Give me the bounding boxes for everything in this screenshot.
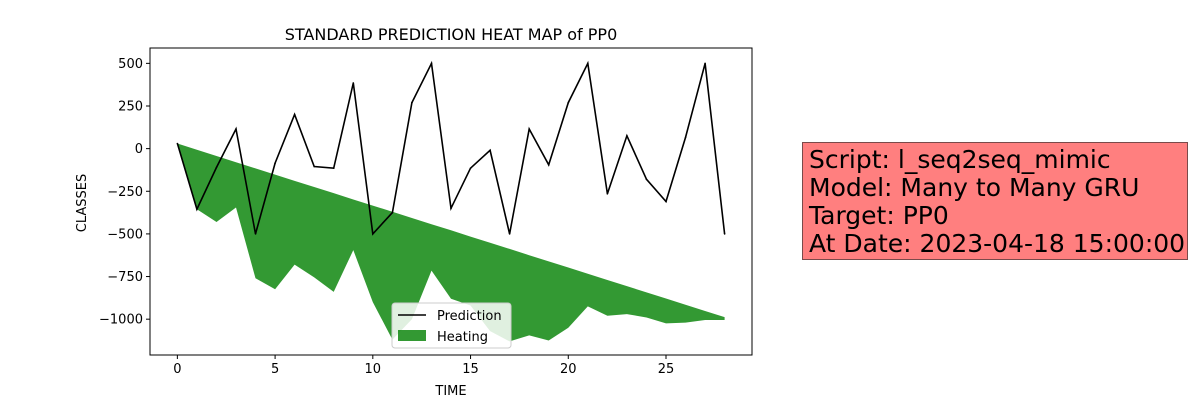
prediction-point — [196, 208, 198, 210]
prediction-point — [567, 101, 570, 104]
info-box: Script: l_seq2seq_mimic Model: Many to M… — [802, 142, 1188, 260]
info-target: Target: PP0 — [809, 201, 949, 230]
x-axis: 0 5 10 15 20 25 — [173, 355, 674, 377]
prediction-point — [274, 162, 276, 164]
prediction-point — [176, 142, 179, 145]
legend-prediction-label: Prediction — [437, 309, 502, 324]
y-tick-label: 250 — [118, 99, 143, 114]
prediction-point — [352, 82, 355, 84]
prediction-point — [587, 62, 589, 65]
x-tick-label: 20 — [560, 362, 577, 377]
x-axis-label: TIME — [434, 384, 466, 399]
y-tick-label: −250 — [107, 185, 143, 200]
y-axis-label: CLASSES — [75, 174, 90, 232]
prediction-point — [508, 233, 511, 235]
prediction-point — [547, 164, 550, 166]
x-tick-label: 10 — [365, 362, 382, 377]
prediction-point — [215, 166, 218, 169]
prediction-point — [254, 233, 257, 235]
x-tick-label: 5 — [271, 362, 279, 377]
axes-frame — [149, 47, 753, 356]
prediction-point — [723, 233, 726, 235]
prediction-point — [704, 62, 706, 65]
chart-title: STANDARD PREDICTION HEAT MAP of PP0 — [285, 25, 618, 44]
info-script: Script: l_seq2seq_mimic — [809, 145, 1111, 174]
x-tick-label: 25 — [658, 362, 675, 377]
prediction-point — [293, 113, 296, 116]
legend-heating-swatch — [398, 330, 426, 341]
y-tick-label: −750 — [107, 270, 143, 285]
legend-heating-label: Heating — [437, 330, 488, 345]
prediction-point — [411, 101, 413, 104]
prediction-point — [391, 211, 394, 214]
prediction-point — [626, 135, 628, 137]
prediction-point — [313, 165, 315, 168]
x-tick-label: 0 — [173, 362, 181, 377]
y-tick-label: 500 — [118, 57, 143, 72]
prediction-point — [235, 128, 237, 130]
prediction-point — [684, 136, 687, 139]
prediction-point — [528, 128, 530, 130]
plot-area — [176, 60, 726, 342]
y-tick-label: −1000 — [99, 313, 143, 328]
y-tick-label: −500 — [107, 227, 143, 242]
prediction-point — [372, 233, 374, 235]
info-model: Model: Many to Many GRU — [809, 173, 1140, 202]
prediction-point — [606, 193, 609, 195]
prediction-point — [450, 207, 452, 210]
y-axis: 500 250 0 −250 −500 −750 −1000 — [99, 57, 150, 328]
prediction-point — [430, 62, 433, 65]
prediction-point — [332, 167, 335, 170]
prediction-point — [665, 200, 667, 203]
prediction-point — [645, 178, 648, 181]
legend: Prediction Heating — [391, 302, 512, 349]
x-tick-label: 15 — [462, 362, 479, 377]
info-date: At Date: 2023-04-18 15:00:00 — [809, 229, 1186, 258]
y-tick-label: 0 — [135, 142, 143, 157]
prediction-point — [469, 167, 472, 170]
heating-area — [177, 143, 725, 342]
prediction-point — [489, 149, 491, 152]
